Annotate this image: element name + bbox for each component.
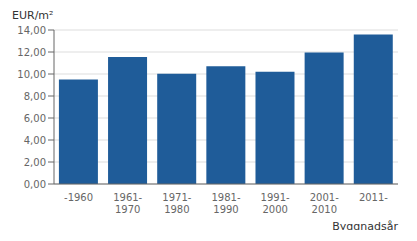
- svg-text:4,00: 4,00: [24, 135, 46, 146]
- svg-text:1981-1990: 1981-1990: [211, 192, 240, 215]
- svg-text:2011-: 2011-: [359, 192, 388, 203]
- svg-text:12,00: 12,00: [17, 47, 46, 58]
- svg-text:1971-1980: 1971-1980: [162, 192, 191, 215]
- svg-text:8,00: 8,00: [24, 91, 46, 102]
- svg-text:1991-2000: 1991-2000: [261, 192, 290, 215]
- svg-text:14,00: 14,00: [17, 25, 46, 36]
- svg-text:6,00: 6,00: [24, 113, 46, 124]
- svg-text:2,00: 2,00: [24, 157, 46, 168]
- svg-text:2001-2010: 2001-2010: [310, 192, 339, 215]
- svg-text:1961-1970: 1961-1970: [113, 192, 142, 215]
- svg-text:10,00: 10,00: [17, 69, 46, 80]
- svg-text:-1960: -1960: [64, 192, 93, 203]
- svg-text:0,00: 0,00: [24, 179, 46, 190]
- html-text:EUR/m²: EUR/m²: [12, 9, 54, 22]
- svg-text:Byggnadsår: Byggnadsår: [332, 220, 398, 230]
